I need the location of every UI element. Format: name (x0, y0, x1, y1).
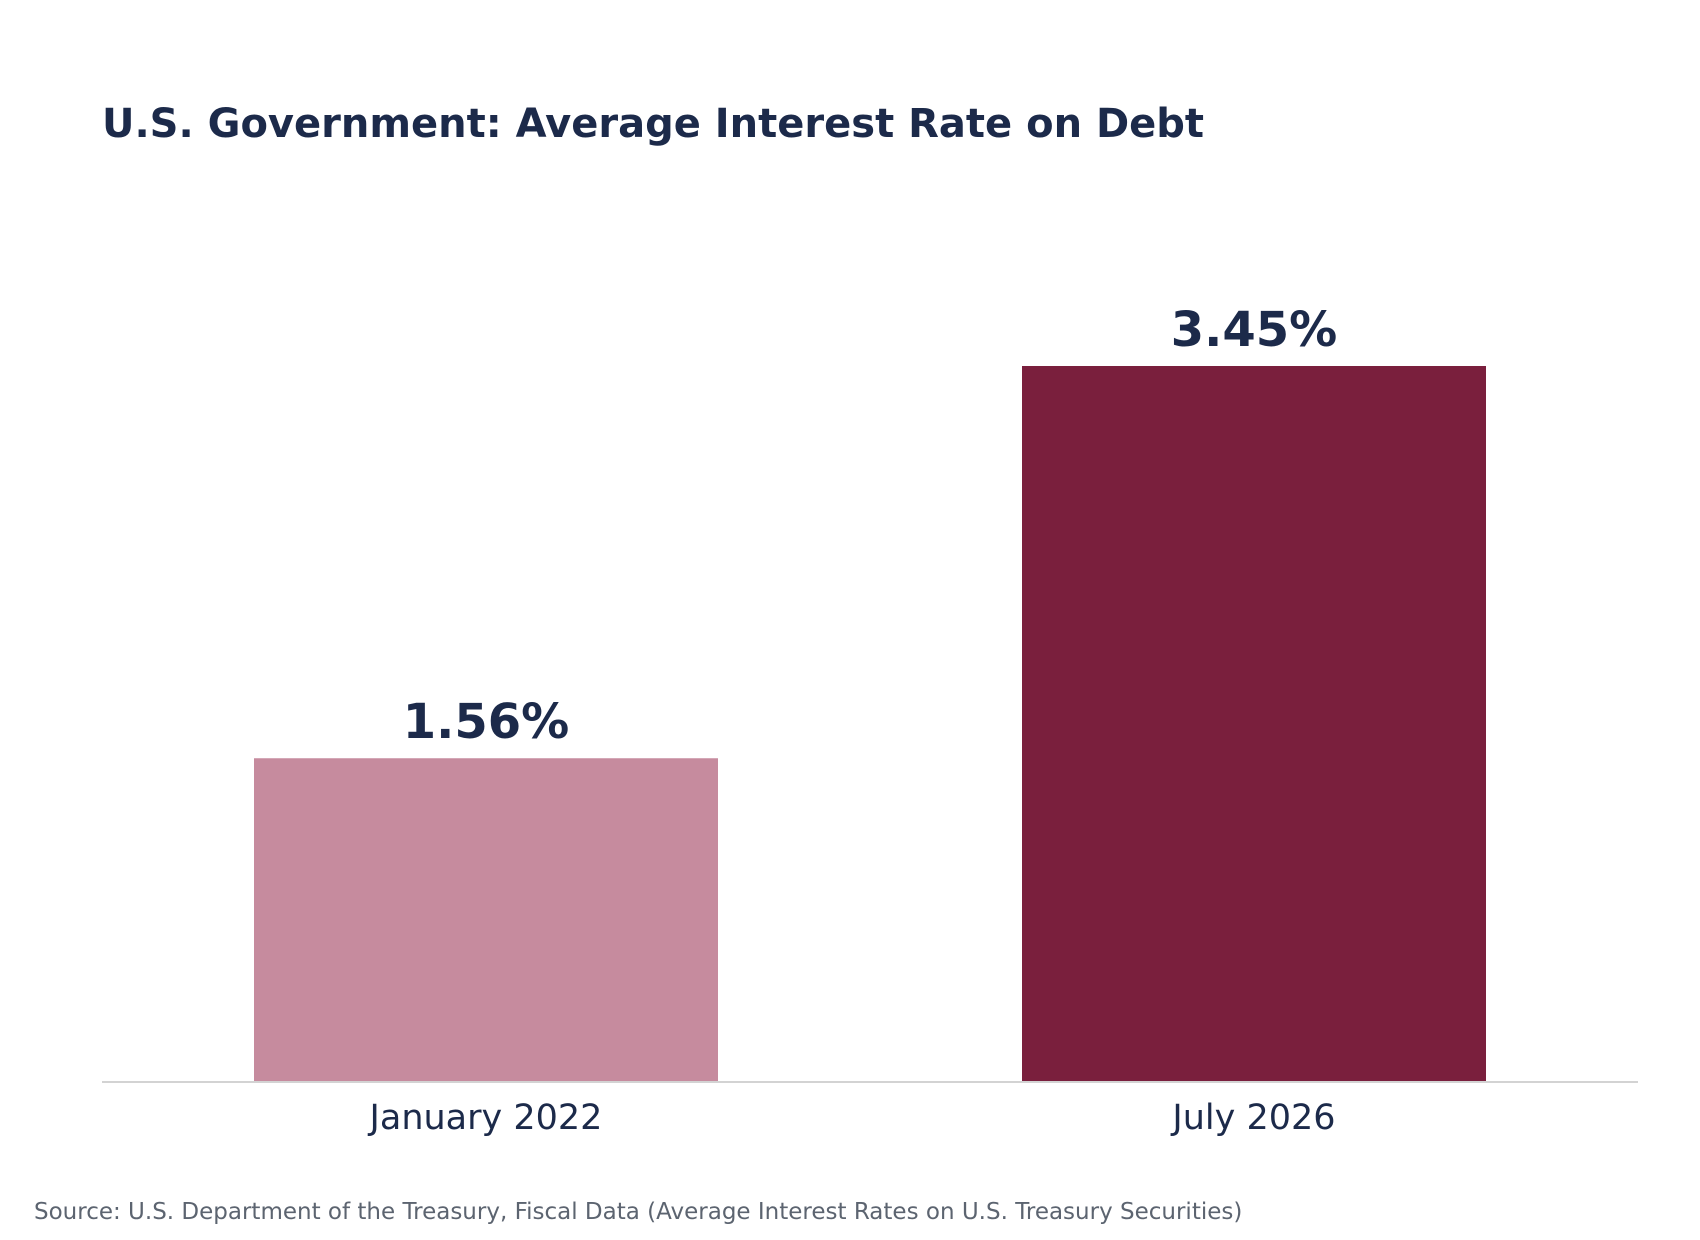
chart-title: U.S. Government: Average Interest Rate o… (102, 101, 1204, 147)
x-tick-label-0: January 2022 (368, 1098, 603, 1138)
labels-layer: 1.56% January 2022 3.45% July 2026 (368, 302, 1338, 1138)
data-label-0: 1.56% (403, 694, 570, 750)
bar-1 (1022, 366, 1486, 1082)
x-tick-label-1: July 2026 (1170, 1098, 1335, 1138)
bar-0 (254, 758, 718, 1082)
source-note: Source: U.S. Department of the Treasury,… (34, 1199, 1242, 1225)
bars-layer (254, 366, 1486, 1082)
data-label-1: 3.45% (1171, 302, 1338, 358)
